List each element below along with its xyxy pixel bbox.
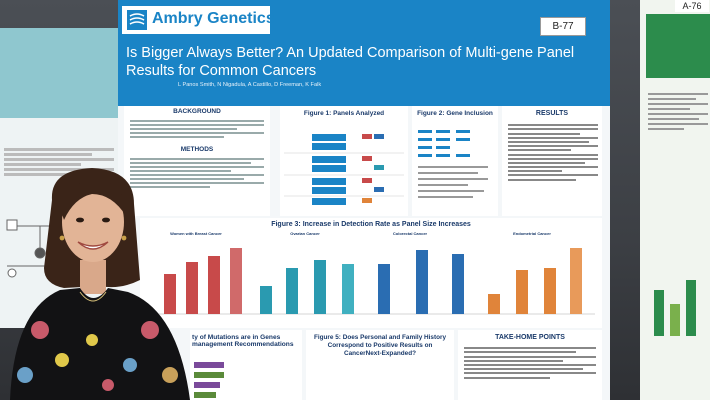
- brand-logo-icon: [127, 10, 147, 30]
- poster-title: Is Bigger Always Better? An Updated Comp…: [126, 45, 575, 79]
- results-text: [508, 122, 598, 183]
- mutations-bar-fragment: [194, 362, 224, 398]
- figure2-heading: Figure 2: Gene Inclusion: [417, 110, 493, 117]
- right-poster-number-tag: A-76: [675, 0, 709, 12]
- figure5-panel: [306, 330, 454, 400]
- results-heading: RESULTS: [535, 110, 569, 117]
- right-poster-text: [648, 90, 708, 133]
- figure3-group-colorectal: Colorectal Cancer: [392, 231, 428, 236]
- figure3-group-ovarian: Ovarian Cancer: [290, 231, 320, 236]
- mutations-section-heading: ty of Mutations are in Genes management …: [192, 334, 294, 348]
- presenter-person: [10, 168, 190, 400]
- figure1-panel-table: [284, 134, 404, 205]
- poster-authors: L Panos Smith, N Nigadula, A Castillo, D…: [178, 82, 322, 88]
- poster-number-tag: B-77: [540, 17, 586, 36]
- background-text: [130, 118, 264, 140]
- figure3-group-breast: Women with Breast Cancer: [170, 231, 222, 236]
- methods-text: [130, 156, 264, 190]
- takehome-heading: TAKE-HOME POINTS: [495, 334, 565, 341]
- methods-heading: METHODS: [180, 146, 214, 153]
- figure5-heading: Figure 5: Does Personal and Family Histo…: [313, 334, 447, 357]
- takehome-text: [464, 345, 596, 381]
- brand-name: Ambry Genetics: [152, 10, 275, 27]
- left-poster-text-block: [4, 146, 114, 178]
- right-poster-header: [646, 14, 710, 78]
- figure3-group-endometrial: Endometrial Cancer: [513, 231, 551, 236]
- right-poster-chart: [654, 280, 696, 336]
- figure2-gene-grid: [418, 130, 488, 198]
- figure3-heading: Figure 3: Increase in Detection Rate as …: [271, 221, 471, 228]
- figure1-heading: Figure 1: Panels Analyzed: [303, 110, 385, 117]
- background-heading: BACKGROUND: [173, 108, 221, 115]
- left-poster-header-band: [0, 28, 118, 118]
- figure3-bar-chart: [150, 248, 595, 315]
